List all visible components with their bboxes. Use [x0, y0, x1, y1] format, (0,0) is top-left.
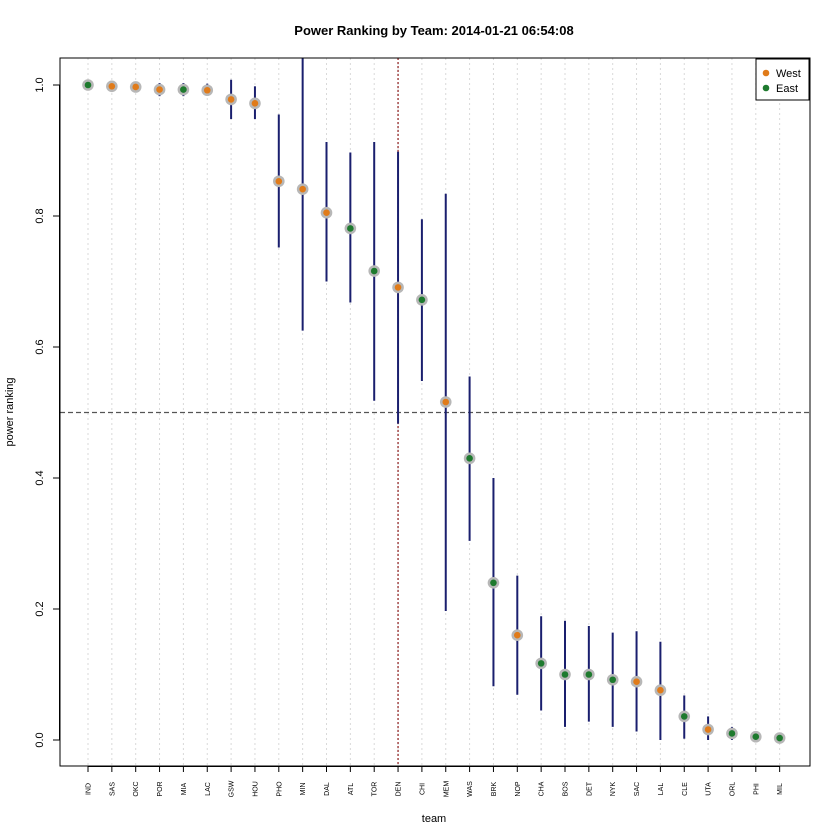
data-point — [633, 678, 640, 686]
x-tick-label: PHO — [276, 781, 283, 797]
legend-label: West — [776, 68, 801, 80]
data-point — [251, 100, 259, 107]
legend-swatch — [762, 84, 770, 92]
data-point — [466, 455, 473, 462]
data-point — [227, 96, 235, 103]
x-tick-label: ATL — [348, 783, 355, 795]
x-tick-label: BRK — [491, 781, 498, 796]
x-tick-label: IND — [86, 783, 93, 795]
x-tick-label: WAS — [467, 781, 474, 797]
interval-bars — [158, 58, 781, 740]
x-axis-label: team — [422, 813, 446, 825]
data-point — [275, 177, 283, 185]
x-tick-label: SAC — [634, 782, 641, 796]
data-point — [132, 83, 139, 91]
x-tick-label: TOR — [372, 782, 379, 797]
data-point — [442, 398, 450, 406]
x-tick-label: MEM — [443, 781, 450, 798]
y-tick-label: 0.0 — [34, 732, 46, 747]
legend-swatch — [762, 69, 770, 77]
data-point — [752, 733, 760, 741]
data-points — [82, 79, 786, 744]
data-point — [299, 185, 306, 193]
data-point — [490, 579, 497, 587]
data-point — [394, 284, 402, 291]
x-tick-label: CLE — [682, 782, 689, 796]
x-tick-label: LAL — [658, 783, 665, 796]
x-tick-label: DAL — [324, 782, 331, 796]
x-tick-label: NYK — [610, 781, 617, 796]
y-tick-label: 0.8 — [34, 208, 46, 223]
data-point — [704, 726, 712, 733]
reference-lines — [60, 58, 810, 766]
x-tick-label: DEN — [396, 782, 403, 797]
y-tick-label: 0.4 — [34, 470, 46, 485]
data-point — [370, 267, 378, 275]
data-point — [323, 209, 330, 217]
data-point — [84, 81, 92, 89]
data-point — [609, 676, 616, 684]
y-tick-label: 0.6 — [34, 339, 46, 354]
x-tick-label: BOS — [563, 781, 570, 796]
data-point — [347, 225, 354, 232]
x-tick-label: PHI — [753, 783, 760, 795]
legend-box — [755, 58, 810, 101]
data-point — [657, 686, 664, 694]
data-point — [537, 660, 545, 667]
chart-title: Power Ranking by Team: 2014-01-21 06:54:… — [294, 23, 573, 38]
legend: West East — [755, 58, 810, 101]
data-point — [514, 631, 521, 639]
legend-label: East — [776, 83, 798, 95]
x-tick-label: ORL — [729, 782, 736, 797]
data-point — [561, 671, 569, 678]
y-tick-label: 1.0 — [34, 77, 46, 92]
data-point — [156, 86, 163, 93]
y-axis-label: power ranking — [4, 377, 16, 446]
x-tick-label: CHI — [419, 783, 426, 795]
x-tick-label: NOP — [515, 781, 522, 797]
x-tick-label: LAC — [205, 782, 212, 796]
x-tick-label: UTA — [706, 782, 713, 796]
x-tick-label: OKC — [133, 781, 140, 796]
x-tick-label: HOU — [252, 781, 259, 797]
x-axis: IND SAS OKC POR MIA LAC GSW HOU PHO MIN DAL ATL TOR D… — [86, 766, 784, 798]
x-tick-label: SAS — [109, 782, 116, 796]
data-point — [203, 86, 211, 94]
data-point — [585, 671, 593, 678]
y-tick-label: 0.2 — [34, 601, 46, 616]
x-tick-label: DET — [586, 781, 593, 796]
x-tick-label: MIL — [777, 783, 784, 795]
x-tick-label: MIN — [300, 783, 307, 796]
y-axis: 0.0 0.2 0.4 0.6 0.8 1.0 — [34, 77, 60, 748]
data-point — [180, 86, 187, 93]
x-tick-label: POR — [157, 781, 164, 796]
x-tick-label: GSW — [229, 780, 236, 797]
data-point — [418, 296, 426, 304]
x-tick-label: MIA — [181, 782, 188, 795]
data-point — [776, 734, 783, 742]
data-point — [680, 713, 688, 720]
data-point — [728, 730, 736, 737]
x-tick-label: CHA — [539, 781, 546, 796]
data-point — [108, 83, 116, 90]
